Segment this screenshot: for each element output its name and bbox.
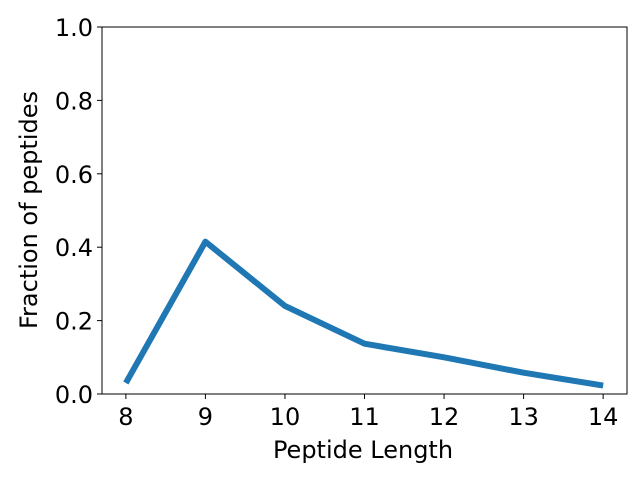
- x-tick-label: 13: [508, 403, 539, 431]
- x-tick-label: 9: [198, 403, 213, 431]
- y-tick-label: 0.4: [55, 234, 93, 262]
- series-layer: [123, 238, 604, 389]
- series-line-0: [123, 238, 604, 389]
- y-axis-ticks: 0.0 0.2 0.4 0.6 0.8 1.0: [55, 14, 102, 409]
- y-tick-label: 0.6: [55, 161, 93, 189]
- x-axis-label: Peptide Length: [273, 436, 453, 464]
- x-tick-label: 14: [588, 403, 619, 431]
- y-tick-label: 0.0: [55, 381, 93, 409]
- y-tick-label: 0.2: [55, 308, 93, 336]
- x-tick-label: 10: [270, 403, 301, 431]
- x-tick-label: 8: [118, 403, 133, 431]
- plot-area: [101, 26, 628, 395]
- plot-frame: [101, 26, 628, 395]
- y-axis-label: Fraction of peptides: [15, 91, 43, 329]
- x-axis-ticks: 8 9 10 11 12 13 14: [118, 394, 618, 431]
- x-tick-label: 11: [349, 403, 380, 431]
- x-tick-label: 12: [429, 403, 460, 431]
- y-tick-label: 0.8: [55, 87, 93, 115]
- y-tick-label: 1.0: [55, 14, 93, 42]
